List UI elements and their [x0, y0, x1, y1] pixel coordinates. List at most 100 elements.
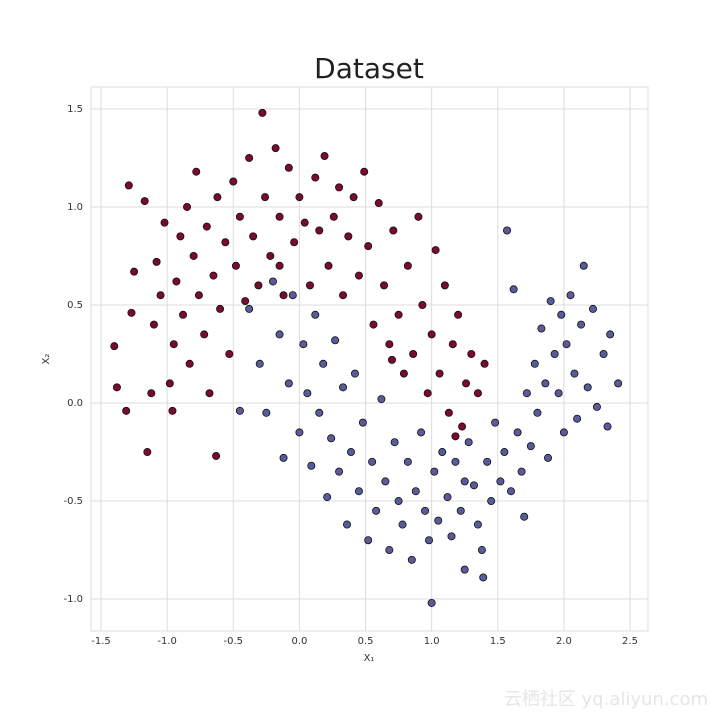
point — [480, 359, 489, 368]
point — [275, 261, 284, 270]
point — [303, 389, 312, 398]
point — [185, 359, 194, 368]
point — [438, 448, 447, 457]
point — [385, 546, 394, 555]
point — [149, 320, 158, 329]
point — [520, 512, 529, 521]
point — [583, 383, 592, 392]
point — [275, 212, 284, 221]
point — [546, 297, 555, 306]
point — [112, 383, 121, 392]
point — [299, 340, 308, 349]
point — [368, 457, 377, 466]
x-tick-label: 1.5 — [490, 636, 506, 647]
point — [517, 467, 526, 476]
point — [295, 193, 304, 202]
chart-title: Dataset — [314, 52, 424, 85]
point — [483, 457, 492, 466]
point — [300, 218, 309, 227]
point — [537, 324, 546, 333]
point — [443, 493, 452, 502]
point — [487, 497, 496, 506]
point — [225, 350, 234, 359]
point — [417, 428, 426, 437]
point — [606, 330, 615, 339]
point — [473, 389, 482, 398]
point — [360, 167, 369, 176]
y-tick-label: 0.0 — [67, 398, 83, 409]
point — [213, 193, 222, 202]
point — [491, 418, 500, 427]
point — [262, 408, 271, 417]
point — [329, 212, 338, 221]
point — [430, 467, 439, 476]
point — [168, 406, 177, 415]
point — [152, 257, 161, 266]
x-tick-label: -1.0 — [157, 636, 177, 647]
point — [458, 422, 467, 431]
point — [592, 402, 601, 411]
point — [315, 226, 324, 235]
point — [346, 448, 355, 457]
point — [456, 506, 465, 515]
point — [192, 167, 201, 176]
point — [311, 310, 320, 319]
point — [464, 438, 473, 447]
point — [599, 350, 608, 359]
point — [460, 477, 469, 486]
point — [462, 379, 471, 388]
point — [290, 238, 299, 247]
point — [156, 291, 165, 300]
y-tick-label: -0.5 — [63, 496, 83, 507]
point — [216, 304, 225, 313]
point — [427, 330, 436, 339]
x-tick-label: 2.5 — [622, 636, 638, 647]
point — [603, 422, 612, 431]
point — [339, 291, 348, 300]
y-tick-label: -1.0 — [63, 594, 83, 605]
point — [447, 532, 456, 541]
point — [399, 369, 408, 378]
point — [414, 212, 423, 221]
point — [427, 598, 436, 607]
point — [614, 379, 623, 388]
point — [140, 197, 149, 206]
x-tick-label: 0.0 — [291, 636, 307, 647]
point — [407, 555, 416, 564]
point — [254, 281, 263, 290]
point — [562, 340, 571, 349]
point — [423, 389, 432, 398]
point — [533, 408, 542, 417]
y-axis-label: X₂ — [41, 354, 52, 365]
y-tick-label: 1.0 — [67, 202, 83, 213]
point — [268, 277, 277, 286]
point — [241, 297, 250, 306]
point — [554, 389, 563, 398]
point — [451, 432, 460, 441]
point — [374, 199, 383, 208]
point — [541, 379, 550, 388]
x-tick-label: 0.5 — [358, 636, 374, 647]
point — [451, 457, 460, 466]
point — [205, 389, 214, 398]
point — [381, 477, 390, 486]
point — [479, 573, 488, 582]
point — [271, 144, 280, 153]
point — [343, 520, 352, 529]
point — [566, 291, 575, 300]
point — [385, 340, 394, 349]
point — [588, 304, 597, 313]
point — [249, 232, 258, 241]
point — [319, 359, 328, 368]
point — [454, 310, 463, 319]
point — [431, 246, 440, 255]
point — [122, 406, 131, 415]
point — [209, 271, 218, 280]
point — [389, 226, 398, 235]
point — [506, 487, 515, 496]
point — [229, 177, 238, 186]
x-axis-label: X₁ — [364, 653, 375, 664]
point — [331, 336, 340, 345]
point — [212, 451, 221, 460]
point — [279, 453, 288, 462]
